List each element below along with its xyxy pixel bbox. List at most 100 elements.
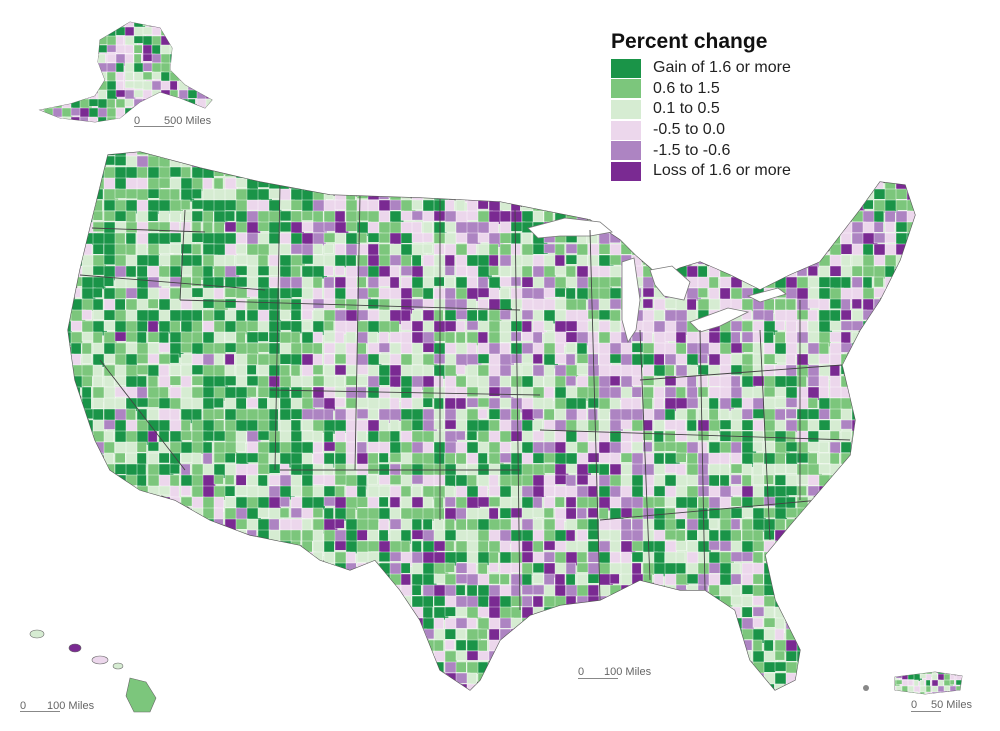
- county-cell: [92, 617, 106, 634]
- county-cell: [147, 243, 161, 257]
- county-cell: [587, 188, 601, 203]
- county-cell: [169, 80, 178, 91]
- county-cell: [851, 518, 867, 534]
- county-cell: [257, 683, 271, 690]
- county-cell: [191, 243, 202, 255]
- county-cell: [70, 606, 83, 618]
- legend-label: -1.5 to -0.6: [653, 141, 731, 159]
- county-cell: [543, 152, 554, 159]
- county-cell: [301, 606, 316, 618]
- county-cell: [565, 672, 579, 685]
- county-cell: [323, 617, 339, 631]
- county-cell: [367, 595, 383, 607]
- county-cell: [411, 518, 422, 532]
- county-cell: [444, 166, 455, 182]
- county-cell: [70, 474, 85, 485]
- county-cell: [52, 44, 65, 54]
- county-cell: [708, 628, 721, 641]
- county-cell: [224, 452, 236, 463]
- county-cell: [455, 430, 466, 441]
- county-cell: [687, 695, 701, 708]
- county-cell: [213, 152, 224, 156]
- county-cell: [818, 562, 832, 574]
- county-cell: [213, 507, 224, 520]
- county-cell: [653, 408, 666, 421]
- county-cell: [70, 441, 85, 455]
- county-cell: [477, 331, 488, 345]
- county-cell: [918, 409, 929, 420]
- county-cell: [686, 298, 697, 311]
- county-cell: [906, 342, 915, 353]
- county-cell: [187, 80, 201, 91]
- county-cell: [521, 661, 536, 674]
- county-cell: [191, 419, 205, 432]
- county-cell: [587, 628, 598, 641]
- county-cell: [97, 22, 107, 29]
- county-cell: [169, 529, 180, 541]
- county-cell: [345, 188, 356, 201]
- county-cell: [213, 672, 226, 685]
- county-cell: [136, 441, 147, 453]
- county-cell: [115, 80, 124, 91]
- county-cell: [158, 639, 174, 650]
- county-cell: [235, 485, 249, 496]
- county-cell: [840, 606, 851, 619]
- county-cell: [906, 661, 915, 673]
- county-cell: [180, 529, 195, 542]
- county-cell: [543, 507, 554, 519]
- county-cell: [730, 672, 744, 684]
- county-cell: [279, 672, 291, 686]
- county-cell: [818, 496, 833, 510]
- county-cell: [840, 309, 852, 321]
- county-cell: [191, 507, 204, 521]
- county-cell: [81, 397, 92, 411]
- county-cell: [510, 152, 526, 156]
- county-cell: [609, 221, 621, 232]
- county-cell: [477, 177, 493, 192]
- county-cell: [873, 474, 889, 488]
- county-cell: [68, 342, 71, 355]
- county-cell: [444, 562, 455, 573]
- county-cell: [136, 639, 148, 655]
- county-cell: [686, 683, 698, 690]
- county-cell: [862, 386, 877, 401]
- county-cell: [730, 661, 745, 674]
- county-cell: [43, 89, 54, 98]
- county-cell: [851, 152, 865, 160]
- county-cell: [169, 35, 182, 48]
- county-cell: [169, 364, 181, 376]
- county-cell: [136, 606, 152, 621]
- county-cell: [543, 430, 555, 443]
- county-cell: [499, 152, 514, 160]
- county-cell: [68, 188, 73, 199]
- county-cell: [906, 540, 915, 552]
- county-cell: [205, 53, 212, 62]
- county-cell: [522, 695, 535, 709]
- county-cell: [334, 518, 345, 529]
- county-cell: [697, 386, 709, 398]
- county-cell: [918, 310, 932, 320]
- county-cell: [301, 584, 315, 598]
- county-cell: [510, 364, 521, 377]
- county-cell: [785, 287, 798, 299]
- county-cell: [169, 353, 180, 364]
- county-cell: [169, 551, 184, 563]
- county-cell: [192, 695, 202, 706]
- county-cell: [124, 116, 134, 122]
- county-cell: [378, 152, 389, 161]
- county-cell: [269, 695, 281, 707]
- county-cell: [631, 441, 645, 452]
- county-cell: [862, 496, 878, 512]
- county-cell: [81, 650, 94, 664]
- county-cell: [906, 617, 915, 630]
- county-cell: [955, 691, 962, 694]
- county-cell: [906, 166, 915, 177]
- county-cell: [862, 661, 874, 675]
- county-cell: [609, 639, 624, 652]
- county-cell: [246, 152, 259, 159]
- county-cell: [642, 298, 654, 309]
- county-cell: [620, 606, 632, 619]
- county-cell: [235, 562, 251, 578]
- county-cell: [224, 210, 235, 222]
- county-cell: [411, 177, 426, 192]
